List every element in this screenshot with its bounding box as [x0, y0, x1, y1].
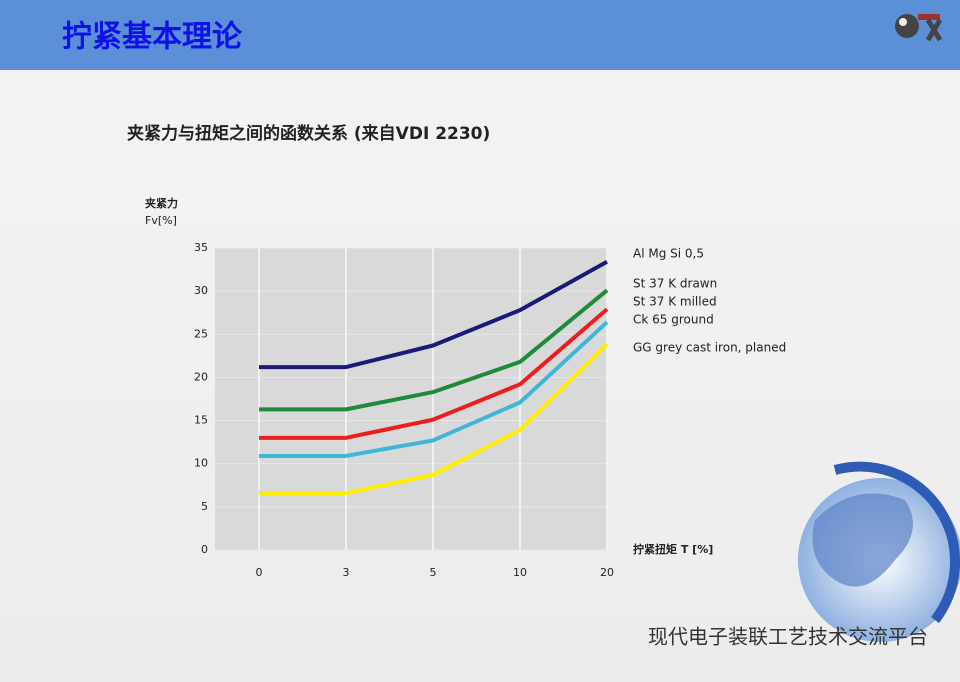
x-axis-label: 拧紧扭矩 T [%] [633, 542, 713, 556]
legend-label: Ck 65 ground [633, 313, 714, 327]
y-tick-label: 35 [194, 241, 208, 254]
globe-decoration [798, 461, 960, 642]
chart-title: 夹紧力与扭矩之间的函数关系 (来自VDI 2230) [127, 123, 490, 144]
data-line [259, 307, 609, 440]
data-line [259, 260, 608, 370]
x-tick-label: 20 [600, 566, 614, 579]
logo [895, 14, 943, 42]
legend-label: GG grey cast iron, planed [633, 341, 786, 355]
data-line [259, 342, 609, 496]
x-tick-label: 0 [256, 566, 263, 579]
y-tick-label: 30 [194, 284, 208, 297]
x-tick-label: 10 [513, 566, 527, 579]
y-axis-unit: Fv[%] [145, 214, 177, 227]
legend-label: St 37 K milled [633, 295, 717, 309]
data-line [259, 320, 609, 458]
header-bar [0, 0, 960, 70]
y-tick-label: 0 [201, 543, 208, 556]
slide-title: 拧紧基本理论 [62, 20, 243, 55]
y-tick-label: 25 [194, 327, 208, 340]
x-tick-label: 5 [430, 566, 437, 579]
y-tick-label: 15 [194, 414, 208, 427]
data-line [259, 288, 609, 412]
y-tick-label: 10 [194, 457, 208, 470]
legend-label: Al Mg Si 0,5 [633, 247, 704, 261]
y-tick-label: 5 [201, 500, 208, 513]
y-tick-label: 20 [194, 370, 208, 383]
y-axis-label: 夹紧力 [145, 196, 178, 210]
x-tick-label: 3 [343, 566, 350, 579]
watermark: 现代电子装联工艺技术交流平台 [648, 625, 928, 649]
legend-label: St 37 K drawn [633, 277, 717, 291]
